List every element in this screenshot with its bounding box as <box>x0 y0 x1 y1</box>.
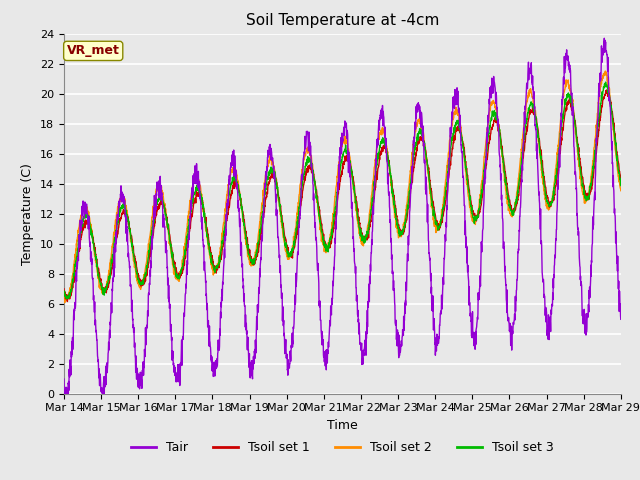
Y-axis label: Temperature (C): Temperature (C) <box>22 163 35 264</box>
Title: Soil Temperature at -4cm: Soil Temperature at -4cm <box>246 13 439 28</box>
Legend: Tair, Tsoil set 1, Tsoil set 2, Tsoil set 3: Tair, Tsoil set 1, Tsoil set 2, Tsoil se… <box>126 436 559 459</box>
Text: VR_met: VR_met <box>67 44 120 58</box>
X-axis label: Time: Time <box>327 419 358 432</box>
